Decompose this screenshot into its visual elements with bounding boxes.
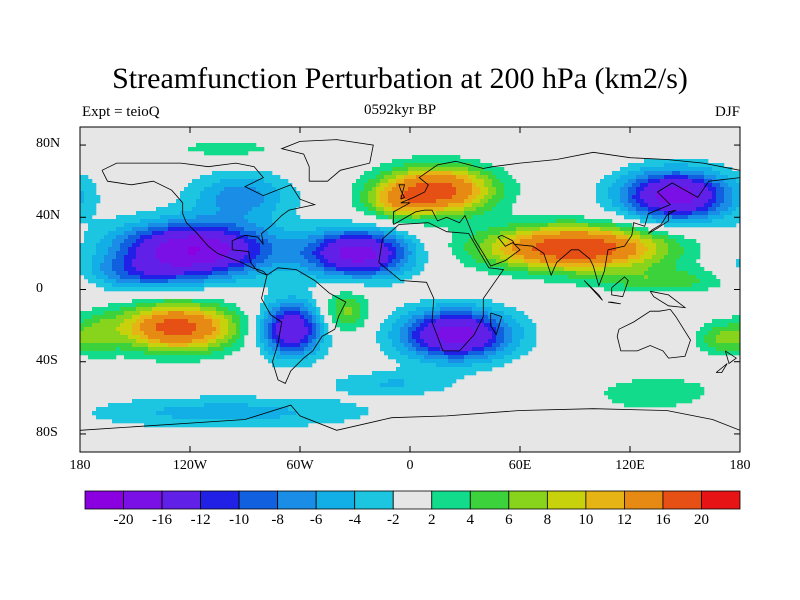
experiment-label: Expt = teioQ: [82, 104, 160, 120]
colorbar-label: -20: [113, 512, 134, 528]
colorbar-label: -12: [190, 512, 211, 528]
coastline-11: [611, 276, 629, 298]
colorbar-label: 20: [693, 512, 709, 528]
x-tick-label: 120W: [172, 458, 208, 473]
x-tick-label: 60E: [508, 458, 532, 473]
colorbar-swatch: [546, 490, 587, 510]
colorbar-swatch: [624, 490, 664, 510]
map-title: Streamfunction Perturbation at 200 hPa (…: [112, 62, 688, 95]
period-label: 0592kyr BP: [363, 102, 437, 118]
colorbar-label: 4: [466, 512, 475, 528]
y-tick-label: 80S: [36, 424, 58, 440]
colorbar: [84, 490, 741, 510]
colorbar-label: 10: [578, 512, 594, 528]
x-tick-label: 0: [406, 458, 414, 473]
coastline-6: [80, 404, 740, 431]
colorbar-swatch: [123, 490, 163, 510]
colorbar-label: 12: [616, 512, 632, 528]
x-tick-label: 180: [729, 458, 751, 473]
coastline-0: [101, 162, 317, 276]
colorbar-label: -8: [271, 512, 284, 528]
colorbar-swatch: [84, 490, 124, 510]
coastline-14: [724, 350, 737, 365]
colorbar-label: 2: [428, 512, 436, 528]
colorbar-swatch: [508, 490, 548, 510]
x-tick-label: 180: [69, 458, 91, 473]
coastlines: [80, 139, 740, 431]
coastline-10: [607, 301, 621, 305]
colorbar-swatch: [238, 490, 279, 510]
colorbar-label: -6: [309, 512, 323, 528]
colorbar-label: -10: [229, 512, 250, 528]
colorbar-swatch: [431, 490, 471, 510]
colorbar-label: -4: [348, 512, 361, 528]
colorbar-swatch: [662, 490, 702, 510]
coastline-9: [583, 280, 603, 301]
coastline-1: [261, 267, 347, 384]
colorbar-swatch: [277, 490, 317, 510]
coastline-13: [490, 312, 503, 336]
colorbar-label: 6: [505, 512, 513, 528]
coastline-4: [616, 308, 691, 359]
y-tick-label: 80N: [36, 136, 61, 152]
coastline-7: [398, 184, 406, 200]
colorbar-swatch: [315, 490, 356, 510]
coastline-12: [649, 290, 687, 309]
season-label: DJF: [714, 104, 740, 120]
colorbar-swatch: [585, 490, 625, 510]
coastline-3: [393, 151, 740, 288]
y-tick-label: 0: [36, 280, 43, 296]
colorbar-swatch: [161, 490, 201, 510]
colorbar-label: 8: [543, 512, 552, 528]
coastline-8: [648, 209, 677, 234]
colorbar-label: -16: [152, 512, 173, 528]
x-tick-label: 60W: [286, 458, 314, 473]
colorbar-swatch: [200, 490, 240, 510]
colorbar-swatch: [392, 490, 433, 510]
coastline-2: [378, 222, 505, 352]
colorbar-swatch: [354, 490, 394, 510]
y-tick-label: 40S: [36, 352, 58, 368]
colorbar-label: 16: [655, 512, 671, 528]
axis-ticks: [79, 127, 741, 452]
y-tick-label: 40N: [36, 208, 61, 224]
contour-field: [80, 143, 740, 428]
coastline-15: [715, 363, 728, 374]
coastline-5: [280, 139, 374, 182]
colorbar-swatch: [469, 490, 510, 510]
x-tick-label: 120E: [615, 458, 645, 473]
colorbar-label: -2: [386, 512, 400, 528]
colorbar-swatch: [701, 490, 741, 510]
